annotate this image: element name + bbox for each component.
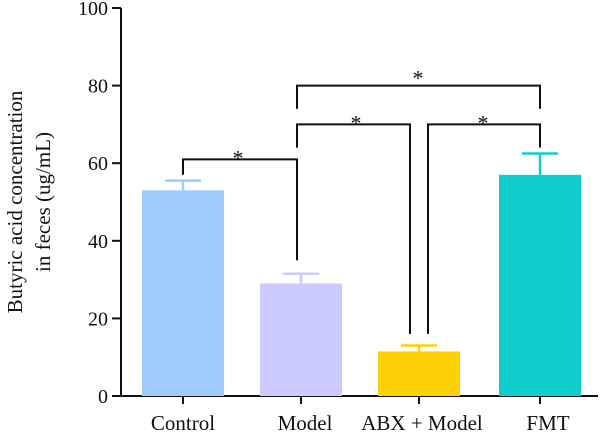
y-tick-label: 40: [88, 231, 108, 253]
significance-star: *: [413, 66, 424, 91]
y-tick-label: 100: [78, 0, 108, 20]
bar-control: [142, 190, 224, 396]
x-tick-label: Control: [151, 411, 215, 435]
y-axis-label-line: Butyric acid concentration: [3, 90, 27, 313]
significance-bracket: [182, 158, 298, 261]
significance-star: *: [233, 145, 244, 170]
y-tick-label: 0: [98, 386, 108, 408]
significance-bracket: [296, 123, 411, 334]
y-tick-label: 60: [88, 153, 108, 175]
bar-fmt: [499, 174, 581, 396]
bar-abx-model: [378, 351, 460, 396]
significance-bracket: [296, 84, 541, 109]
y-axis-label: Butyric acid concentration in feces (ug/m…: [3, 90, 55, 313]
significance-bracket: [427, 123, 541, 334]
x-tick-label: ABX + Model: [361, 411, 483, 435]
error-bars: [165, 152, 558, 352]
bar-model: [260, 283, 342, 396]
y-tick-label: 20: [88, 308, 108, 330]
y-tick-label: 80: [88, 76, 108, 98]
x-tick-label: Model: [278, 411, 333, 435]
x-tick-label: FMT: [526, 411, 569, 435]
significance-star: *: [478, 110, 489, 135]
significance-star: *: [351, 110, 362, 135]
significance-brackets: * * * *: [182, 66, 541, 334]
bars: [142, 174, 581, 396]
y-axis-label-line: in feces (ug/mL): [31, 132, 55, 272]
labels: 0 20 40 60 80 100 Control Model ABX + Model FMT: [78, 0, 570, 435]
